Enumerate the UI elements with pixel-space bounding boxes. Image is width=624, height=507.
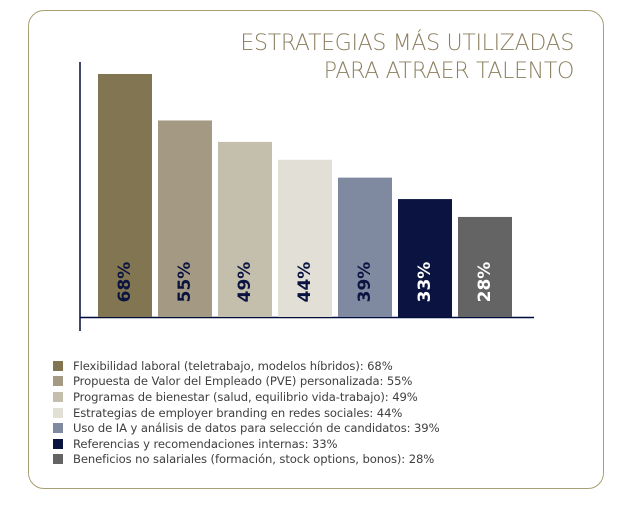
- bar-value-label-2: 55%: [175, 262, 195, 303]
- legend-item-7: Beneficios no salariales (formación, sto…: [53, 452, 440, 468]
- legend-label-7: Beneficios no salariales (formación, sto…: [73, 452, 435, 467]
- bar-3: [218, 141, 272, 317]
- bar-7: [458, 216, 512, 317]
- legend-label-6: Referencias y recomendaciones internas: …: [73, 436, 338, 451]
- legend-swatch-6: [53, 438, 63, 449]
- legend-item-2: Propuesta de Valor del Empleado (PVE) pe…: [53, 374, 440, 390]
- legend-item-6: Referencias y recomendaciones internas: …: [53, 436, 440, 452]
- legend-swatch-3: [53, 391, 63, 402]
- bar-value-label-1: 68%: [115, 262, 135, 303]
- legend: Flexibilidad laboral (teletrabajo, model…: [53, 358, 440, 467]
- bar-value-label-7: 28%: [475, 262, 495, 303]
- chart-title-line-2: PARA ATRAER TALENTO: [323, 59, 575, 84]
- chart-title-line-1: ESTRATEGIAS MÁS UTILIZADAS: [240, 31, 574, 56]
- legend-swatch-5: [53, 423, 63, 434]
- bar-1: [98, 74, 152, 317]
- bar-6: [398, 199, 452, 317]
- bar-value-label-6: 33%: [415, 262, 435, 303]
- bar-2: [158, 120, 212, 318]
- legend-item-3: Programas de bienestar (salud, equilibri…: [53, 389, 440, 405]
- bar-4: [278, 159, 332, 317]
- legend-label-4: Estrategias de employer branding en rede…: [73, 405, 403, 420]
- legend-swatch-2: [53, 376, 63, 387]
- legend-swatch-7: [53, 454, 63, 465]
- legend-swatch-4: [53, 407, 63, 418]
- bar-value-label-3: 49%: [235, 262, 255, 303]
- bar-5: [338, 177, 392, 317]
- legend-label-2: Propuesta de Valor del Empleado (PVE) pe…: [73, 374, 413, 389]
- bar-value-label-4: 44%: [295, 262, 315, 303]
- legend-item-1: Flexibilidad laboral (teletrabajo, model…: [53, 358, 440, 374]
- legend-item-4: Estrategias de employer branding en rede…: [53, 405, 440, 421]
- bar-value-label-5: 39%: [355, 262, 375, 303]
- chart-title: ESTRATEGIAS MÁS UTILIZADAS PARA ATRAER T…: [240, 30, 574, 86]
- legend-label-3: Programas de bienestar (salud, equilibri…: [73, 389, 418, 404]
- legend-swatch-1: [53, 360, 63, 371]
- legend-label-5: Uso de IA y análisis de datos para selec…: [73, 421, 440, 436]
- legend-label-1: Flexibilidad laboral (teletrabajo, model…: [73, 358, 393, 373]
- legend-item-5: Uso de IA y análisis de datos para selec…: [53, 420, 440, 436]
